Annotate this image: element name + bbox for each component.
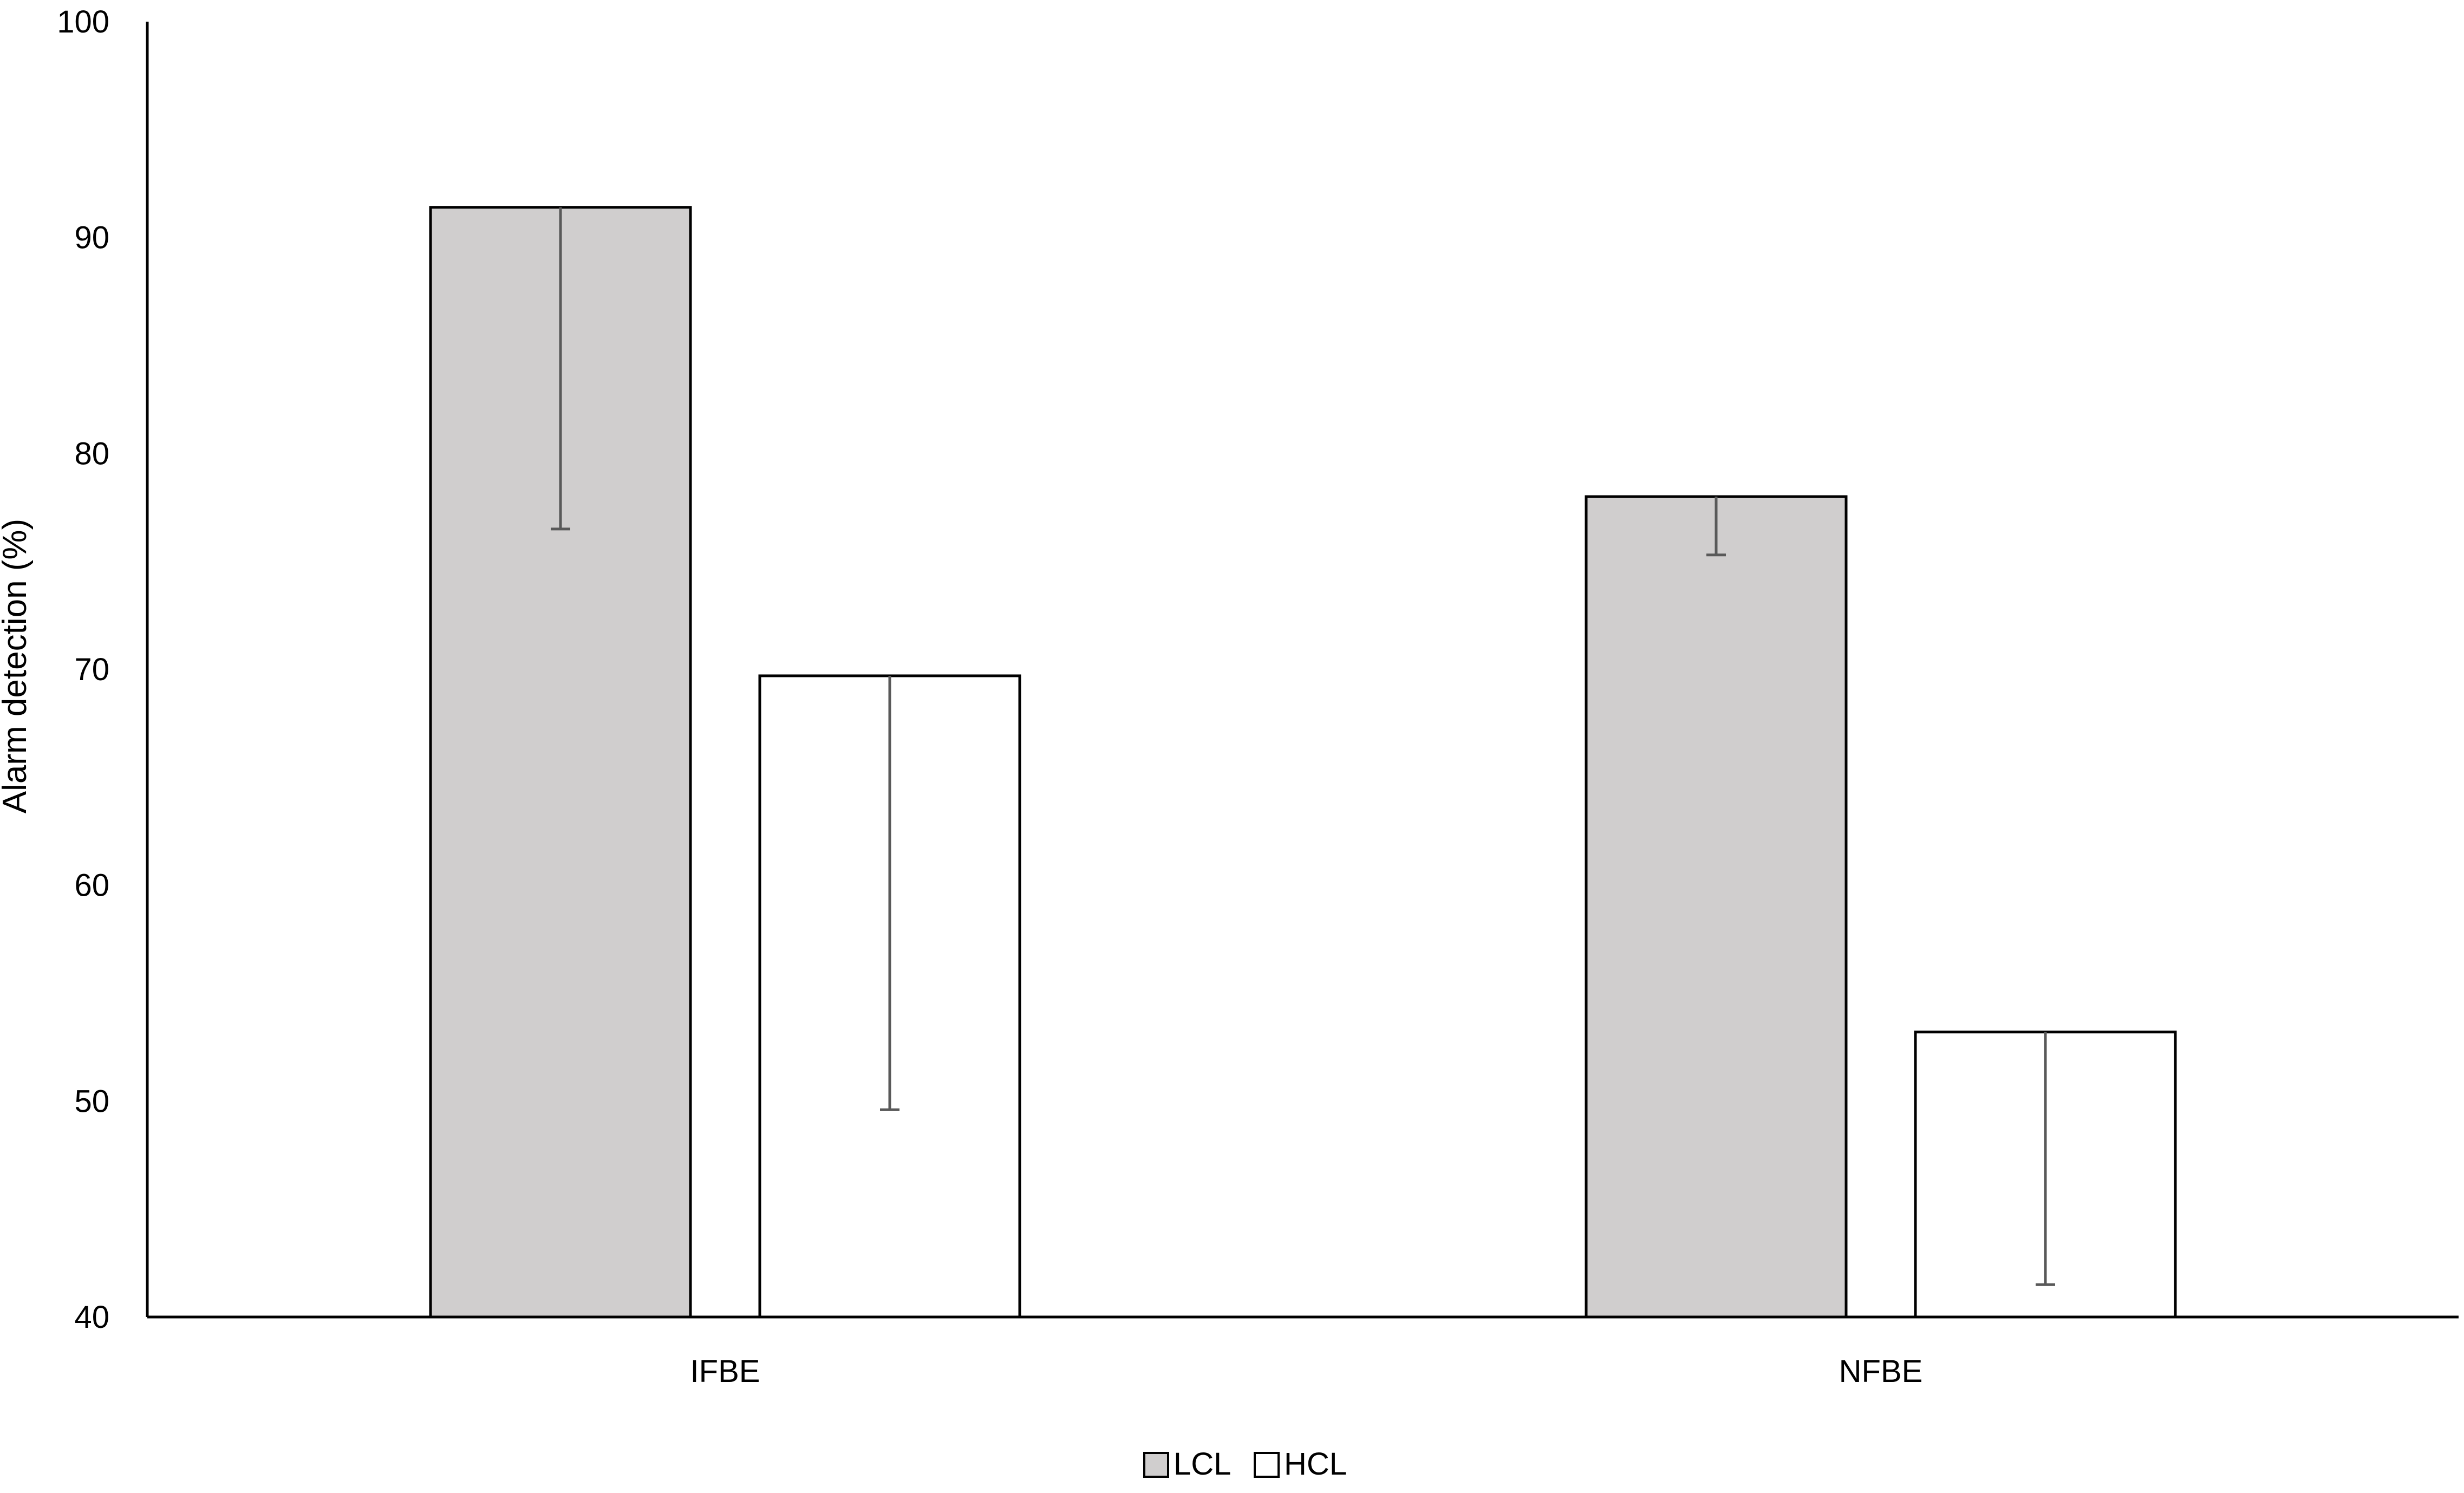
x-tick-label-ifbe: IFBE: [690, 1354, 760, 1389]
y-tick-label: 80: [74, 436, 109, 471]
y-axis-title: Alarm detection (%): [0, 519, 34, 813]
y-tick-label: 100: [57, 4, 109, 40]
y-tick-label: 40: [74, 1300, 109, 1335]
x-tick-label-nfbe: NFBE: [1839, 1354, 1923, 1389]
y-tick-label: 70: [74, 652, 109, 687]
legend-swatch-hcl: [1254, 1452, 1280, 1478]
y-axis-ticks: 40 50 60 70 80 90 100: [57, 4, 109, 1335]
axes: [146, 22, 2459, 1319]
x-axis-ticks: IFBE NFBE: [690, 1354, 1923, 1389]
y-tick-label: 50: [74, 1084, 109, 1119]
bar-lcl-nfbe: [1585, 495, 1848, 1319]
y-tick-label: 90: [74, 220, 109, 256]
legend-label-hcl: HCL: [1284, 1446, 1347, 1482]
legend-label-lcl: LCL: [1174, 1446, 1231, 1482]
error-bars: [551, 207, 2055, 1286]
bars: [429, 206, 2177, 1319]
legend-swatch-lcl: [1143, 1452, 1169, 1478]
y-tick-label: 60: [74, 868, 109, 903]
legend: LCL HCL: [1143, 1446, 1347, 1482]
